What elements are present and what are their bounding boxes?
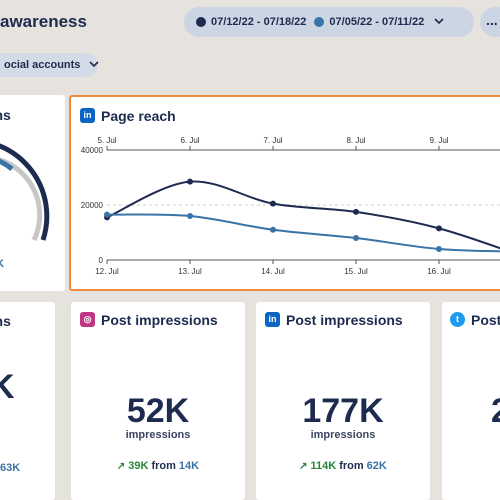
chevron-down-icon xyxy=(89,59,100,71)
top-x-tick-label: 9. Jul xyxy=(429,136,448,145)
chevron-down-icon xyxy=(434,17,444,28)
instagram-impressions-value: 52K xyxy=(126,392,190,430)
page-reach-title: Page reach xyxy=(101,108,176,124)
date-range-previous: 07/05/22 - 07/11/22 xyxy=(329,16,425,28)
series-0-point xyxy=(436,225,442,232)
bottom-x-tick-label: 12. Jul xyxy=(95,267,119,276)
gauge-sub-value: 5K xyxy=(0,258,5,270)
linkedin-impressions-value: 177K xyxy=(302,392,384,430)
top-bar: awareness 07/12/22 - 07/18/22 07/05/22 -… xyxy=(0,0,500,46)
linkedin-icon: in xyxy=(80,108,95,123)
series-1-point xyxy=(104,211,110,218)
twitter-impressions-title: Post xyxy=(471,312,500,328)
linkedin-impressions-label: impressions xyxy=(310,429,376,441)
series-1-point xyxy=(270,226,276,233)
bottom-x-tick-label: 14. Jul xyxy=(261,267,285,276)
twitter-impressions-value: 2 xyxy=(491,392,500,431)
more-options-button[interactable]: ... xyxy=(480,7,500,37)
impressions-compare: 63K xyxy=(0,462,21,474)
series-0-line xyxy=(106,180,500,250)
social-accounts-filter-label: ocial accounts xyxy=(4,59,81,71)
linkedin-impressions-compare: ↗ 114K from 62K xyxy=(299,460,387,472)
bottom-x-tick-label: 15. Jul xyxy=(344,267,368,276)
range-2-dot xyxy=(314,17,325,27)
gauge-arc xyxy=(0,143,50,242)
series-1-line xyxy=(106,213,500,253)
social-accounts-filter[interactable]: ocial accounts xyxy=(0,53,100,77)
page-title: awareness xyxy=(0,12,87,31)
series-0-point xyxy=(187,178,193,185)
date-range-current: 07/12/22 - 07/18/22 xyxy=(211,16,307,28)
top-x-tick-label: 8. Jul xyxy=(346,136,365,145)
linkedin-impressions-title: Post impressions xyxy=(286,312,403,328)
top-x-tick-label: 6. Jul xyxy=(180,136,199,145)
instagram-icon: ◎ xyxy=(80,312,95,327)
series-0-point xyxy=(353,208,359,215)
top-x-tick-label: 5. Jul xyxy=(97,136,116,145)
y-tick-label: 0 xyxy=(99,256,104,265)
instagram-impressions-card: ◎ Post impressions 52K impressions ↗ 39K f… xyxy=(71,302,245,500)
instagram-impressions-compare: ↗ 39K from 14K xyxy=(116,460,200,472)
impressions-card-0: ons K 63K xyxy=(0,302,55,500)
gauge-card: ions K 5K xyxy=(0,95,65,291)
y-tick-label: 40000 xyxy=(81,146,104,155)
twitter-icon: t xyxy=(450,312,465,327)
bottom-x-tick-label: 16. Jul xyxy=(427,267,451,276)
instagram-impressions-title: Post impressions xyxy=(101,312,218,328)
range-1-dot xyxy=(196,17,206,27)
linkedin-impressions-card: in Post impressions 177K impressions ↗ 11… xyxy=(256,302,430,500)
twitter-impressions-card: t Post 2 xyxy=(442,302,500,500)
top-x-tick-label: 7. Jul xyxy=(263,136,282,145)
linkedin-icon: in xyxy=(265,312,280,327)
series-1-point xyxy=(436,246,442,252)
impressions-card-title: ons xyxy=(0,313,11,329)
impressions-value: K xyxy=(0,368,15,406)
series-0-point xyxy=(270,200,276,207)
page-reach-card: in Page reach 0 20000 40000 5. Jul 6. Jul 7. … xyxy=(69,95,500,291)
series-1-point xyxy=(353,235,359,241)
series-1-point xyxy=(187,213,193,219)
date-range-picker[interactable]: 07/12/22 - 07/18/22 07/05/22 - 07/11/22 xyxy=(184,7,474,37)
bottom-x-tick-label: 13. Jul xyxy=(178,267,202,276)
gauge-card-title: ions xyxy=(0,107,11,123)
instagram-impressions-label: impressions xyxy=(125,429,191,441)
y-tick-label: 20000 xyxy=(81,201,104,210)
